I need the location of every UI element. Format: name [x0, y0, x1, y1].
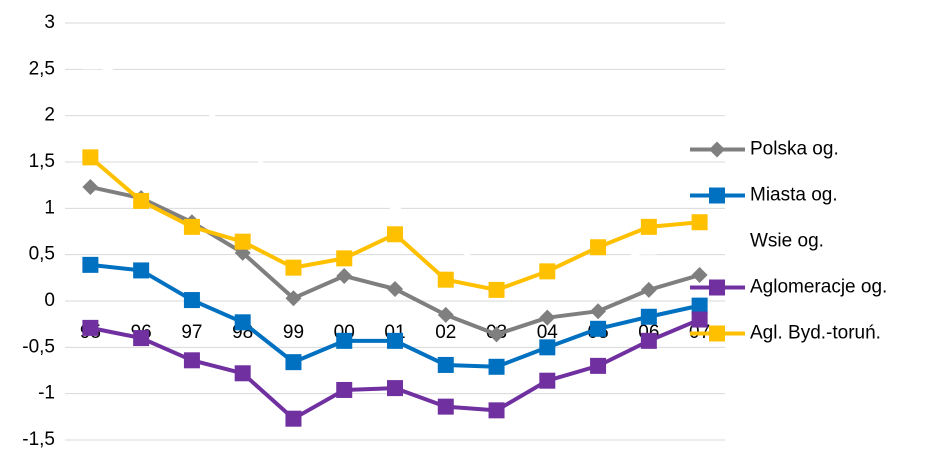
legend-marker	[709, 141, 725, 158]
y-tick-label: -1	[38, 383, 55, 404]
legend-marker	[709, 325, 725, 342]
marker	[387, 380, 403, 397]
marker	[691, 297, 708, 314]
y-tick-label: 1,5	[29, 151, 55, 172]
marker	[183, 292, 200, 309]
y-tick-label: 2	[44, 105, 55, 126]
marker	[82, 179, 99, 196]
marker	[387, 199, 403, 214]
y-tick-label: 0,5	[29, 244, 55, 265]
marker	[488, 281, 505, 298]
x-tick-label: 97	[181, 322, 202, 343]
series-line	[89, 155, 700, 292]
y-tick-label: 2,5	[29, 58, 55, 79]
marker	[82, 256, 99, 273]
marker	[488, 358, 505, 375]
marker	[437, 306, 454, 323]
marker	[285, 410, 302, 427]
legend-label: Aglomeracje og.	[750, 277, 887, 298]
marker	[285, 259, 302, 276]
legend-marker	[709, 233, 725, 248]
marker	[539, 263, 556, 280]
y-tick-label: 0	[44, 290, 55, 311]
marker	[387, 280, 403, 297]
marker	[336, 166, 353, 182]
legend-label: Polska og.	[750, 139, 839, 160]
x-tick-label: 99	[283, 322, 304, 343]
marker	[133, 262, 150, 279]
marker	[640, 281, 657, 298]
x-tick-label: 04	[537, 322, 559, 343]
marker	[234, 365, 251, 382]
marker	[437, 356, 454, 373]
y-tick-label: -0,5	[22, 336, 55, 357]
marker	[488, 402, 505, 419]
series-line	[89, 60, 701, 282]
marker	[640, 240, 657, 255]
marker	[539, 339, 556, 356]
marker	[336, 267, 353, 284]
legend-label: Wsie og.	[750, 231, 824, 252]
marker	[336, 332, 353, 349]
marker	[590, 357, 607, 374]
marker	[539, 372, 556, 389]
marker	[336, 381, 353, 398]
marker	[285, 290, 302, 307]
marker	[488, 326, 505, 343]
marker	[234, 233, 251, 250]
marker	[387, 332, 403, 349]
marker	[640, 332, 657, 349]
marker	[133, 74, 150, 89]
y-tick-label: -1,5	[22, 429, 55, 450]
marker	[691, 267, 708, 284]
marker	[183, 352, 200, 369]
legend-label: Agl. Byd.-toruń.	[750, 323, 881, 344]
marker	[590, 320, 607, 337]
marker	[691, 225, 708, 240]
legend-label: Miasta og.	[750, 185, 838, 206]
marker	[82, 54, 99, 70]
marker	[437, 271, 454, 288]
marker	[234, 133, 251, 149]
marker	[437, 398, 454, 415]
marker	[590, 264, 607, 279]
legend-marker	[709, 279, 725, 296]
marker	[640, 218, 657, 235]
marker	[183, 218, 200, 235]
marker	[285, 354, 302, 371]
marker	[285, 191, 302, 207]
legend-marker	[709, 187, 725, 204]
marker	[590, 239, 607, 256]
marker	[183, 90, 200, 105]
marker	[387, 226, 403, 243]
marker	[336, 250, 353, 267]
marker	[437, 228, 454, 243]
y-tick-label: 3	[44, 12, 55, 33]
x-tick-label: 02	[435, 322, 456, 343]
marker	[82, 319, 99, 336]
marker	[133, 192, 150, 209]
marker	[640, 308, 657, 325]
marker	[82, 149, 99, 166]
series-line	[90, 262, 701, 369]
marker	[133, 330, 150, 347]
marker	[691, 214, 708, 231]
marker	[234, 314, 251, 331]
marker	[691, 311, 708, 328]
marker	[590, 303, 607, 320]
y-tick-label: 1	[44, 197, 55, 218]
marker	[539, 309, 556, 326]
